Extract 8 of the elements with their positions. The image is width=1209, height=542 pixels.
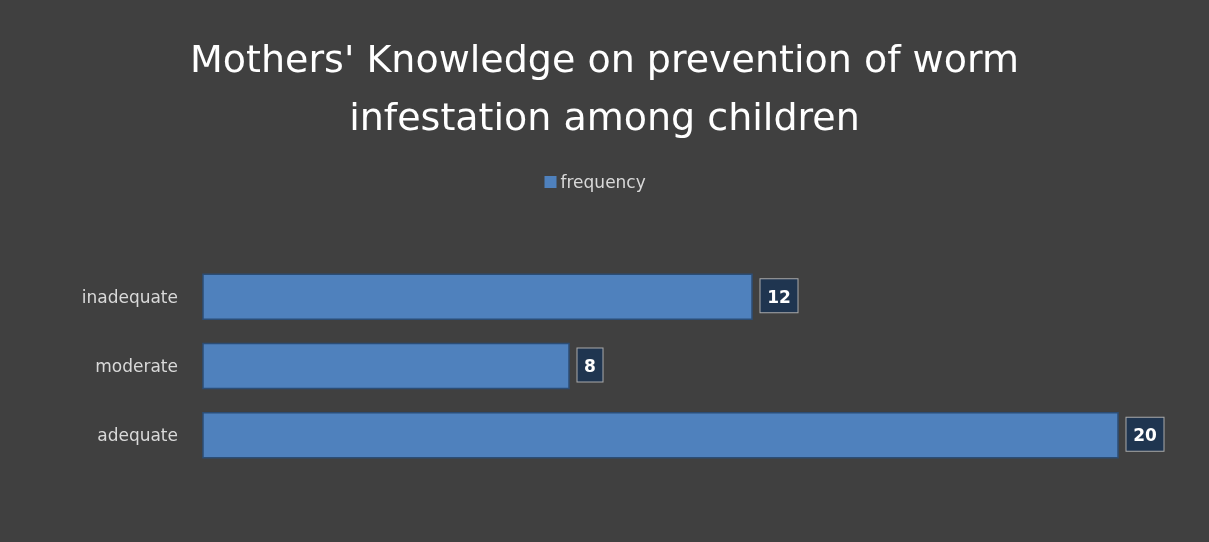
legend-label: frequency: [560, 172, 646, 192]
y-tick-label: adequate: [97, 425, 178, 446]
data-label: 12: [767, 286, 791, 307]
y-tick-label: moderate: [95, 356, 178, 376]
chart-title: Mothers' Knowledge on prevention of worm infestation among children: [190, 37, 1019, 139]
y-tick-label: inadequate: [81, 286, 178, 307]
data-label: 8: [584, 356, 596, 376]
data-label: 20: [1133, 425, 1157, 446]
